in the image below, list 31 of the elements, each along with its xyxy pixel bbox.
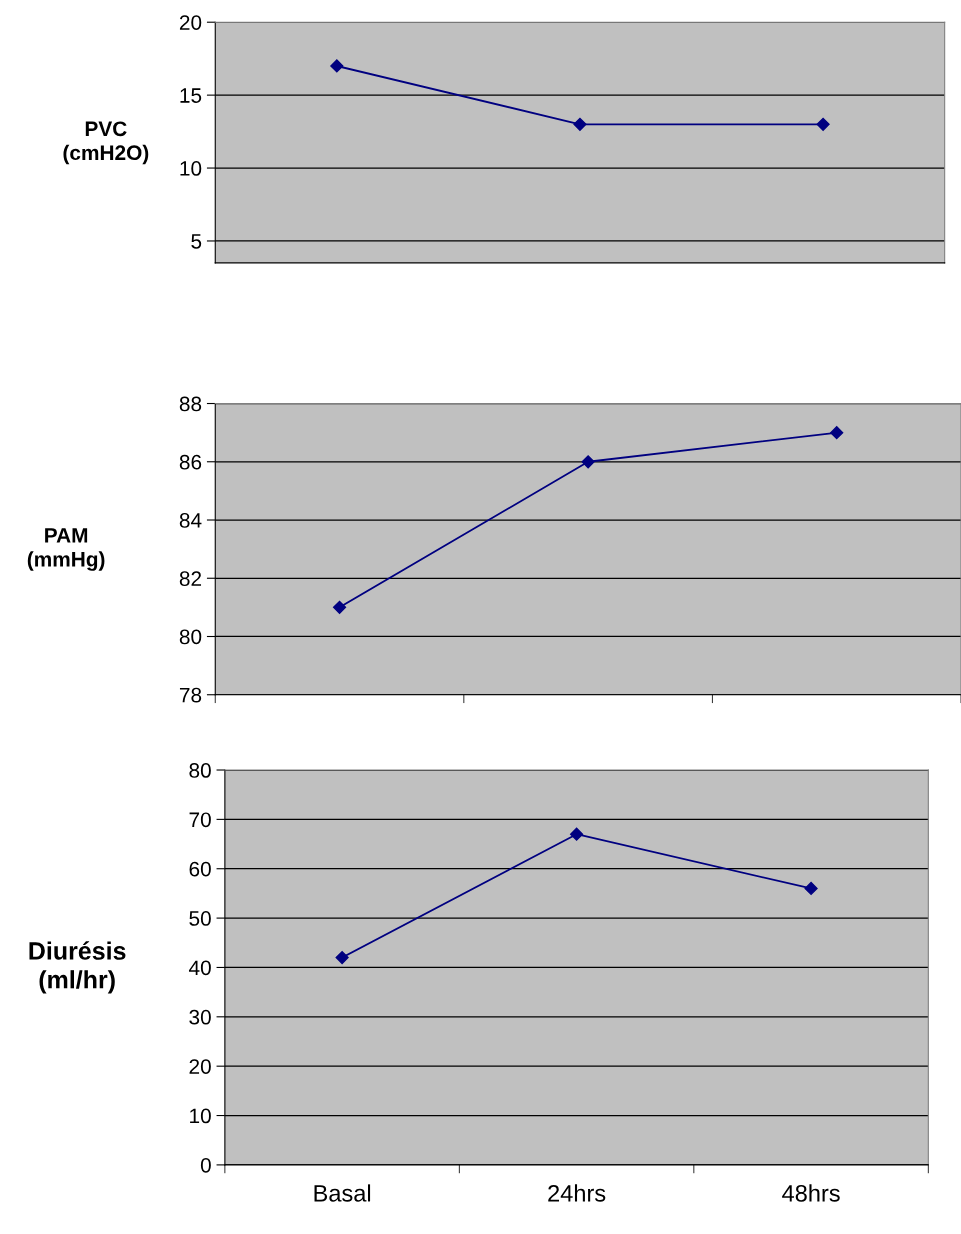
x-tick-label: 24hrs bbox=[548, 1184, 606, 1202]
y-tick-label: 10 bbox=[190, 1108, 211, 1124]
y-tick-label: 78 bbox=[179, 687, 202, 703]
y-tick-label: 15 bbox=[180, 88, 202, 103]
y-axis-title: PAM (mmHg) bbox=[27, 528, 105, 571]
y-axis-title: Diurésis (ml/hr) bbox=[29, 941, 126, 994]
y-tick-label: 80 bbox=[179, 629, 202, 645]
y-tick-label: 20 bbox=[189, 1059, 211, 1074]
point bbox=[804, 881, 818, 896]
y-tick-label: 5 bbox=[191, 234, 202, 249]
x-tick-label: Basal bbox=[314, 1184, 371, 1202]
y-tick-label: 0 bbox=[200, 1157, 211, 1173]
y-tick-label: 20 bbox=[179, 15, 202, 30]
point bbox=[581, 455, 595, 469]
y-tick-label: 70 bbox=[189, 812, 211, 828]
x-tick-label: 48hrs bbox=[782, 1184, 840, 1202]
y-tick-label: 80 bbox=[189, 763, 211, 778]
y-tick-label: 30 bbox=[189, 1009, 211, 1025]
point bbox=[830, 426, 844, 440]
y-tick-label: 60 bbox=[189, 861, 211, 877]
point bbox=[335, 950, 349, 965]
y-tick-label: 82 bbox=[179, 571, 202, 587]
point bbox=[570, 827, 584, 841]
y-tick-label: 86 bbox=[179, 454, 202, 470]
y-tick-label: 40 bbox=[188, 960, 211, 976]
y-tick-label: 10 bbox=[180, 161, 202, 176]
y-axis-title: PVC (cmH2O) bbox=[63, 121, 149, 165]
point bbox=[332, 600, 347, 614]
y-tick-label: 84 bbox=[179, 513, 202, 528]
y-tick-label: 88 bbox=[179, 396, 202, 412]
y-tick-label: 50 bbox=[189, 911, 211, 926]
